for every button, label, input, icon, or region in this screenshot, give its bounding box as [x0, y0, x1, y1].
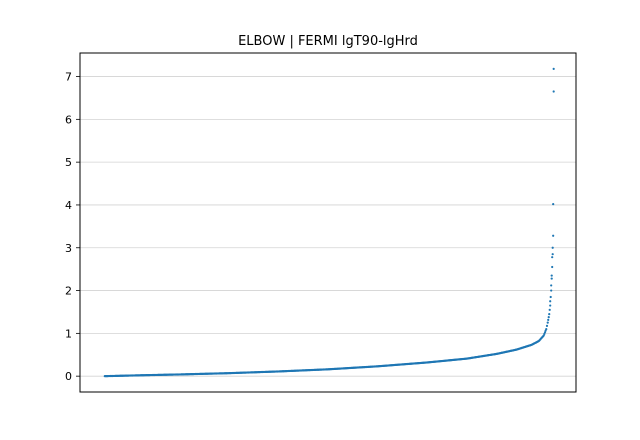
- data-point: [548, 308, 551, 311]
- data-point: [547, 315, 550, 319]
- y-tick-label-3: 3: [65, 242, 72, 255]
- gridlines: [80, 76, 576, 377]
- data-point: [550, 274, 553, 277]
- data-point: [549, 300, 552, 303]
- y-tick-label-4: 4: [65, 199, 72, 212]
- data-point: [550, 284, 553, 287]
- data-point: [549, 295, 552, 299]
- y-tick-label-7: 7: [65, 71, 72, 84]
- data-point: [551, 265, 554, 269]
- y-tick-label-5: 5: [65, 156, 72, 169]
- data-point: [552, 90, 555, 93]
- y-tick-label-6: 6: [65, 113, 72, 126]
- data-point: [551, 253, 554, 256]
- data-point: [552, 202, 555, 206]
- data-point: [550, 289, 553, 292]
- data-points: [103, 67, 555, 378]
- data-point: [549, 304, 552, 307]
- y-tick-label-1: 1: [65, 327, 72, 340]
- y-tick-label-2: 2: [65, 285, 72, 298]
- data-point: [547, 318, 550, 321]
- data-point: [551, 256, 554, 259]
- data-point: [552, 234, 555, 237]
- data-point: [550, 277, 553, 280]
- y-axis-ticks: 0 1 2 3 4 5 6 7: [65, 71, 80, 383]
- data-point: [551, 246, 554, 249]
- data-point: [548, 313, 551, 316]
- data-point: [546, 321, 549, 324]
- plot-frame: [79, 52, 577, 393]
- data-point: [552, 67, 555, 70]
- chart-title: ELBOW | FERMI lgT90-lgHrd: [238, 34, 418, 49]
- y-tick-label-0: 0: [65, 370, 72, 383]
- data-point: [545, 324, 549, 327]
- data-point: [545, 327, 548, 331]
